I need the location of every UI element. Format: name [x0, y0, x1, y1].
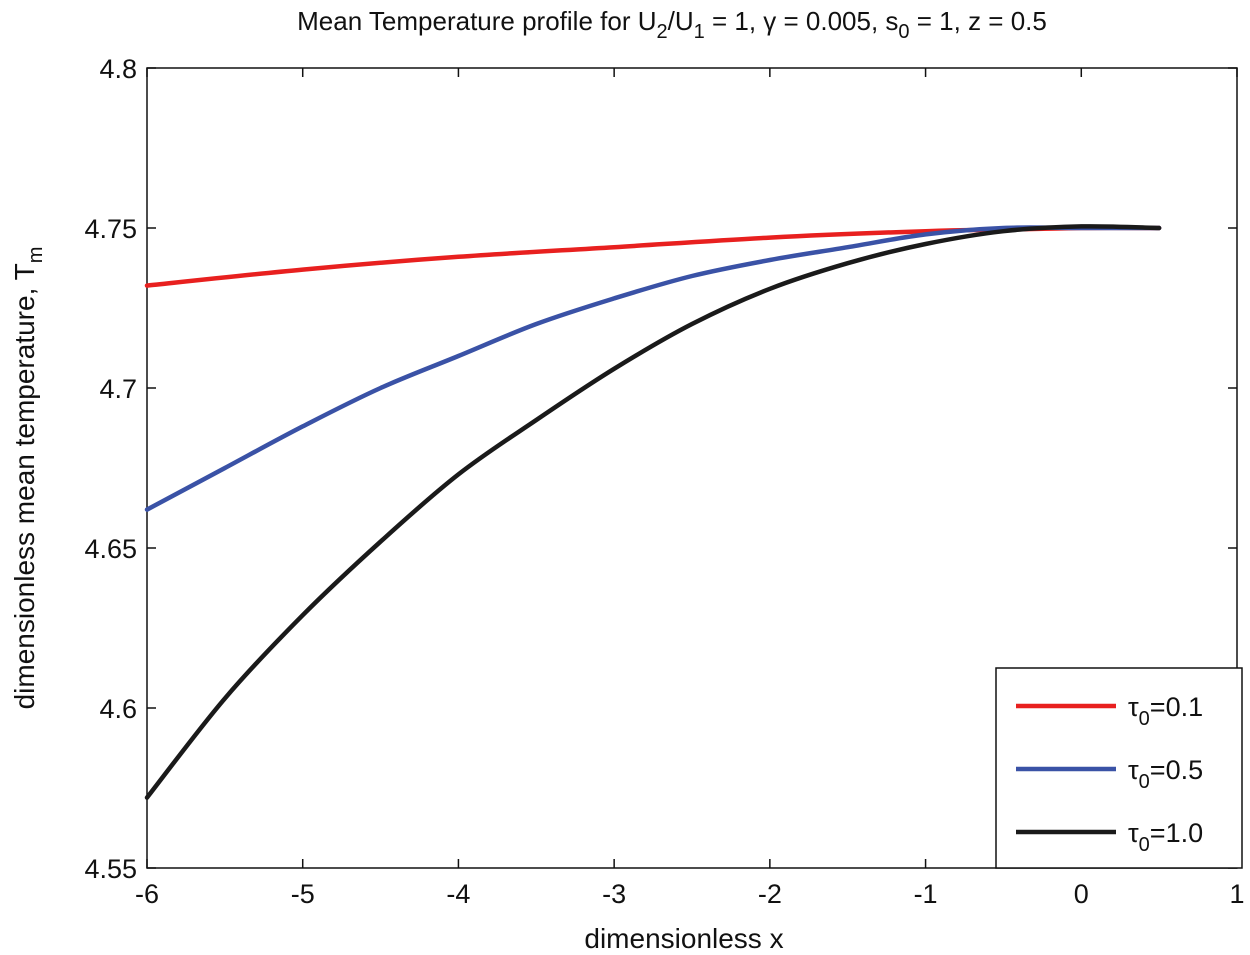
legend-label: τ0=0.5: [1128, 755, 1203, 793]
x-tick-label: -6: [135, 879, 159, 909]
y-tick-label: 4.75: [84, 214, 137, 244]
y-tick-label: 4.8: [99, 54, 137, 84]
x-tick-label: -1: [914, 879, 938, 909]
y-tick-label: 4.7: [99, 374, 137, 404]
y-tick-label: 4.55: [84, 854, 137, 884]
x-axis-label: dimensionless x: [584, 923, 783, 954]
x-tick-label: -5: [291, 879, 315, 909]
plot-area: [146, 67, 1238, 869]
legend-label: τ0=1.0: [1128, 818, 1203, 856]
x-tick-label: 1: [1229, 879, 1244, 909]
legend-label: τ0=0.1: [1128, 692, 1203, 730]
legend: τ0=0.1 τ0=0.5 τ0=1.0: [995, 667, 1243, 869]
series-lines: [144, 224, 1162, 800]
x-tick-label: 0: [1074, 879, 1089, 909]
series-line-tau-0.5: [144, 225, 1162, 512]
x-tick-label: -3: [602, 879, 626, 909]
series-line-tau-0.1: [144, 225, 1162, 288]
axis-ticks: -6 -5 -4 -3 -2 -1 0 1 4.55 4.6 4.65 4.7 4.75 4.8: [84, 54, 1244, 909]
y-tick-label: 4.6: [99, 694, 137, 724]
x-tick-label: -4: [446, 879, 470, 909]
y-axis-label: dimensionless mean temperature, Tm: [9, 247, 47, 710]
series-line-tau-1.0: [144, 224, 1162, 800]
y-tick-label: 4.65: [84, 534, 137, 564]
chart-title: Mean Temperature profile for U2/U1 = 1, …: [297, 6, 1047, 43]
x-tick-label: -2: [758, 879, 782, 909]
